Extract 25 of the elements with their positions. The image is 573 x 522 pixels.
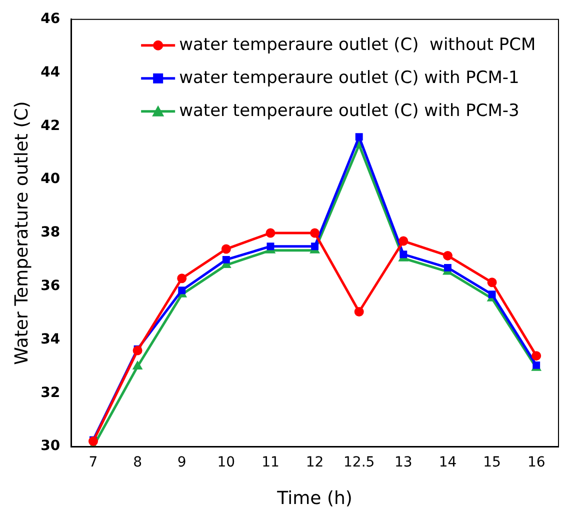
legend-label: water temperaure outlet (C) with PCM-1 [179, 68, 520, 88]
y-tick-label: 30 [40, 438, 60, 454]
x-tick-label: 11 [262, 454, 280, 471]
x-tick-label: 10 [217, 454, 236, 471]
y-tick-label: 34 [40, 331, 60, 348]
y-tick-label: 40 [40, 171, 60, 188]
y-tick-label: 46 [40, 11, 60, 28]
legend-label: water temperaure outlet (C) with PCM-3 [179, 100, 520, 121]
x-tick-label: 13 [394, 454, 412, 471]
x-tick-label: 16 [527, 454, 546, 471]
x-axis-title: Time (h) [276, 488, 352, 509]
x-tick-label: 12 [306, 454, 324, 471]
y-axis-title: Water Temperature outlet (C) [11, 101, 32, 365]
x-tick-label: 8 [133, 454, 142, 471]
x-tick-label: 14 [438, 454, 457, 471]
x-tick-label: 15 [483, 454, 501, 471]
legend-label: water temperaure outlet (C) without PCM [179, 34, 536, 55]
y-tick-label: 42 [40, 118, 60, 134]
x-tick-label: 12.5 [344, 454, 375, 471]
x-tick-label: 7 [88, 454, 98, 471]
y-tick-label: 32 [40, 384, 60, 401]
y-tick-label: 38 [40, 224, 60, 241]
y-tick-label: 44 [40, 64, 60, 80]
y-tick-label: 36 [40, 278, 60, 294]
x-tick-label: 9 [177, 454, 186, 471]
